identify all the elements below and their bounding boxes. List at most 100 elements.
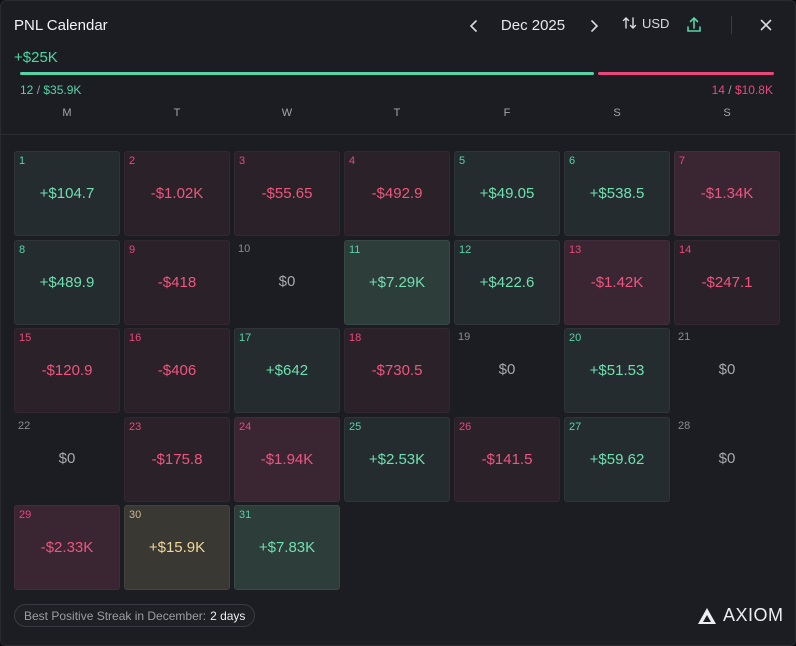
day-cell[interactable]: 27 +$59.62 — [564, 416, 670, 502]
day-number: 26 — [459, 420, 472, 433]
day-pnl-value: -$141.5 — [481, 450, 533, 468]
weekday-label: S — [723, 107, 731, 119]
day-pnl-value: $0 — [498, 361, 516, 378]
day-cell[interactable]: 26 -$141.5 — [454, 416, 560, 502]
day-cell[interactable]: 24 -$1.94K — [234, 416, 340, 502]
streak-badge: Best Positive Streak in December: 2 days — [14, 604, 256, 627]
day-number: 13 — [569, 243, 582, 256]
day-number: 21 — [678, 331, 691, 343]
day-cell[interactable]: 8 +$489.9 — [14, 239, 120, 325]
loss-days: 14 — [711, 83, 725, 97]
day-number: 29 — [19, 509, 32, 521]
day-cell[interactable]: 22 $0 — [14, 417, 120, 502]
day-cell[interactable]: 15 -$120.9 — [14, 328, 120, 413]
day-number: 27 — [569, 420, 582, 433]
day-number: 20 — [569, 332, 582, 344]
day-pnl-value: -$2.33K — [40, 539, 94, 556]
day-cell[interactable]: 14 -$247.1 — [674, 239, 780, 325]
divider — [1, 134, 795, 135]
day-cell[interactable]: 2 -$1.02K — [124, 151, 230, 236]
day-cell[interactable]: 29 -$2.33K — [14, 505, 120, 590]
day-pnl-value: -$175.8 — [151, 450, 203, 468]
day-cell[interactable]: 1 +$104.7 — [14, 151, 120, 236]
day-number: 17 — [239, 332, 252, 344]
day-cell[interactable]: 23 -$175.8 — [124, 416, 230, 502]
day-pnl-value: +$538.5 — [589, 185, 645, 202]
total-pnl: +$25K — [14, 49, 58, 66]
day-number: 9 — [129, 243, 136, 256]
day-number: 30 — [129, 509, 142, 521]
weekday-label: T — [173, 107, 181, 119]
day-cell[interactable]: 3 -$55.65 — [234, 151, 340, 236]
day-cell[interactable]: 6 +$538.5 — [564, 151, 670, 236]
day-cell[interactable]: 9 -$418 — [124, 239, 230, 325]
weekday-label: F — [503, 107, 511, 119]
day-pnl-value: $0 — [58, 449, 76, 467]
swap-vertical-icon — [622, 17, 637, 29]
day-cell[interactable]: 21 $0 — [674, 328, 780, 413]
day-cell[interactable]: 25 +$2.53K — [344, 416, 450, 502]
day-cell[interactable]: 16 -$406 — [124, 328, 230, 413]
day-cell[interactable]: 12 +$422.6 — [454, 239, 560, 325]
close-icon — [760, 19, 772, 31]
day-pnl-value: -$120.9 — [41, 362, 93, 379]
day-pnl-value: -$492.9 — [371, 185, 423, 202]
day-pnl-value: +$51.53 — [589, 362, 645, 379]
day-pnl-value: -$1.94K — [260, 450, 314, 468]
weekday-label: S — [613, 107, 621, 119]
day-cell[interactable]: 17 +$642 — [234, 328, 340, 413]
loss-amount: $10.8K — [734, 83, 773, 97]
day-pnl-value: -$406 — [157, 362, 197, 379]
upload-icon — [687, 16, 701, 32]
next-month-button[interactable] — [583, 14, 605, 38]
day-number: 4 — [349, 155, 356, 167]
prev-month-button[interactable] — [463, 14, 485, 38]
streak-label: Best Positive Streak in December: — [24, 608, 207, 623]
day-cell[interactable]: 10 $0 — [234, 240, 340, 325]
day-cell[interactable]: 30 +$15.9K — [124, 505, 230, 590]
weekday-label: M — [62, 107, 72, 119]
day-pnl-value: +$2.53K — [368, 450, 426, 468]
day-pnl-value: +$59.62 — [589, 450, 645, 468]
day-pnl-value: -$418 — [157, 273, 197, 291]
day-number: 22 — [18, 419, 31, 432]
day-cell[interactable]: 13 -$1.42K — [564, 239, 670, 325]
day-cell[interactable]: 28 $0 — [674, 417, 780, 502]
day-number: 31 — [239, 509, 252, 521]
day-pnl-value: +$489.9 — [39, 273, 95, 291]
day-pnl-value: -$1.42K — [590, 273, 644, 291]
weekday-label: T — [393, 107, 401, 119]
day-number: 2 — [129, 155, 136, 167]
day-cell[interactable]: 4 -$492.9 — [344, 151, 450, 236]
day-number: 14 — [679, 243, 692, 256]
page-title: PNL Calendar — [14, 17, 108, 34]
day-number: 15 — [19, 332, 32, 344]
day-cell[interactable]: 11 +$7.29K — [344, 239, 450, 325]
axiom-logo: AXIOM — [697, 605, 784, 626]
day-number: 16 — [129, 332, 142, 344]
day-pnl-value: $0 — [278, 272, 296, 290]
day-number: 18 — [349, 332, 362, 344]
header-divider — [731, 16, 732, 34]
day-pnl-value: +$49.05 — [479, 185, 535, 202]
win-amount: $35.9K — [43, 83, 82, 97]
day-cell[interactable]: 18 -$730.5 — [344, 328, 450, 413]
day-number: 23 — [129, 420, 142, 433]
day-number: 8 — [19, 243, 26, 256]
month-label: Dec 2025 — [500, 17, 566, 34]
close-button[interactable] — [759, 15, 777, 37]
day-cell[interactable]: 31 +$7.83K — [234, 505, 340, 590]
day-pnl-value: +$7.83K — [258, 539, 316, 556]
currency-toggle[interactable]: USD — [622, 15, 669, 31]
header: PNL Calendar Dec 2025 USD — [1, 1, 795, 51]
day-cell[interactable]: 7 -$1.34K — [674, 151, 780, 236]
day-cell[interactable]: 5 +$49.05 — [454, 151, 560, 236]
day-cell[interactable]: 20 +$51.53 — [564, 328, 670, 413]
day-number: 5 — [459, 155, 466, 167]
day-number: 1 — [19, 155, 26, 167]
day-number: 11 — [349, 243, 361, 256]
share-button[interactable] — [685, 15, 705, 37]
day-number: 19 — [458, 331, 471, 343]
day-cell[interactable]: 19 $0 — [454, 328, 560, 413]
